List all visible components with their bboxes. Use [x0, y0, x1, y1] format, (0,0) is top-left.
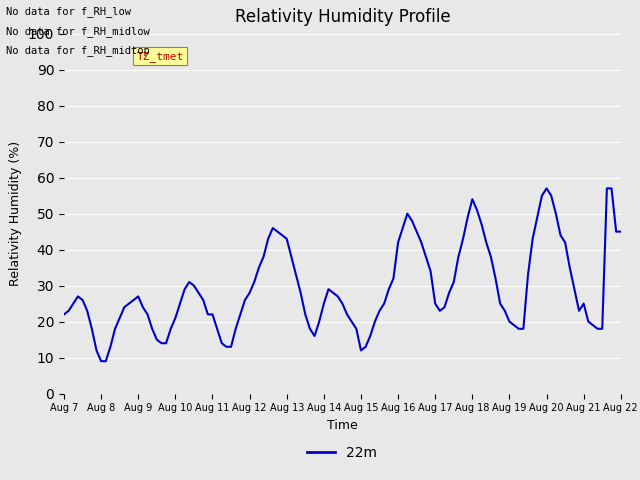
Text: No data for f_RH_midlow: No data for f_RH_midlow — [6, 25, 150, 36]
Legend: 22m: 22m — [302, 441, 383, 466]
X-axis label: Time: Time — [327, 419, 358, 432]
Y-axis label: Relativity Humidity (%): Relativity Humidity (%) — [10, 141, 22, 286]
Text: TZ_tmet: TZ_tmet — [136, 51, 184, 62]
Title: Relativity Humidity Profile: Relativity Humidity Profile — [235, 9, 450, 26]
Text: No data for f_RH_midtop: No data for f_RH_midtop — [6, 45, 150, 56]
Text: No data for f_RH_low: No data for f_RH_low — [6, 6, 131, 17]
